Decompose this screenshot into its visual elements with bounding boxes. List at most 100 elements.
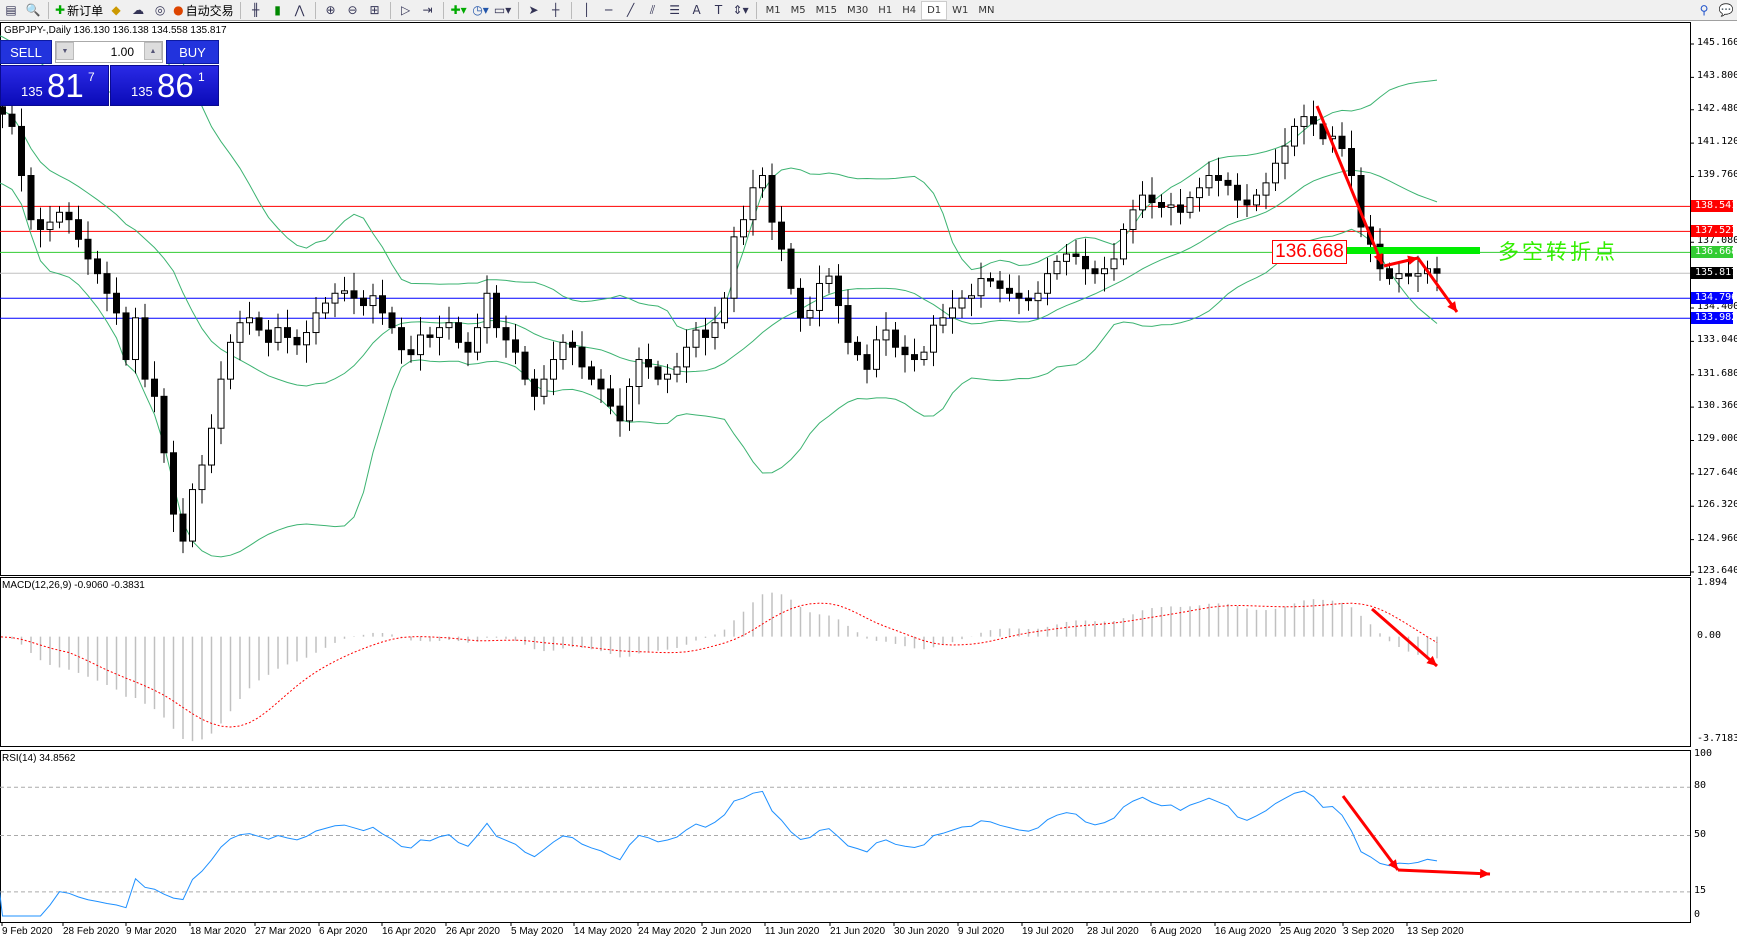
candle-body [170, 452, 177, 515]
candle-body [1224, 179, 1232, 186]
fibonacci-icon[interactable]: ☰ [669, 3, 680, 17]
candle-body [27, 175, 35, 221]
timeframe-h1[interactable]: H1 [878, 4, 893, 16]
buy-button[interactable]: BUY [166, 40, 219, 64]
lot-decrease-icon[interactable]: ▼ [56, 42, 74, 60]
bar-chart-icon[interactable]: ╫ [251, 3, 260, 17]
candle-body [987, 278, 994, 282]
candle-body [1253, 194, 1260, 206]
text-label-icon[interactable]: T [714, 3, 723, 17]
candle-body [208, 427, 215, 466]
signals-icon[interactable]: ◎ [154, 3, 166, 17]
candle-body [1148, 194, 1156, 203]
candle-body [179, 513, 187, 542]
zoom-in-icon[interactable]: ⊕ [325, 3, 336, 17]
timeframe-h4[interactable]: H4 [902, 4, 917, 16]
zoom-out-icon[interactable]: ⊖ [347, 3, 358, 17]
buy-price-main: 86 [157, 67, 194, 104]
candle-body [702, 329, 709, 338]
candle-body [873, 339, 880, 370]
candle-body [303, 332, 310, 346]
candle-body [0, 106, 6, 115]
periods-icon[interactable]: ◷▾ [472, 3, 489, 17]
new-order-button[interactable]: ✚ 新订单 [55, 3, 104, 18]
price-tick-label: 142.480 [1697, 102, 1737, 114]
candle-body [949, 307, 956, 319]
tile-windows-icon[interactable]: ⊞ [369, 3, 380, 17]
rsi-trend-arrow-down [1341, 795, 1400, 871]
text-icon[interactable]: A [692, 3, 701, 17]
buy-price-button[interactable]: 135 86 1 [110, 65, 219, 106]
plus-icon: ✚ [55, 3, 66, 17]
arrows-icon[interactable]: ⇕▾ [732, 3, 749, 17]
candle-body [1025, 297, 1032, 302]
rsi-line [0, 790, 1438, 917]
new-chart-icon[interactable]: ▤ [5, 3, 17, 17]
candle-body [797, 287, 804, 319]
candle-body [407, 349, 415, 356]
candle-body [569, 341, 576, 348]
chat-icon[interactable]: 💬 [1718, 3, 1734, 17]
templates-icon[interactable]: ▭▾ [493, 3, 512, 17]
candle-body [274, 327, 282, 343]
metaeditor-icon[interactable]: ◆ [111, 3, 121, 17]
candle-body [806, 309, 814, 319]
candle-body [673, 366, 681, 375]
timeframe-m1[interactable]: M1 [765, 4, 781, 16]
sell-price-button[interactable]: 135 81 7 [0, 65, 109, 106]
rsi-tick-label: 0 [1694, 909, 1701, 920]
price-line-tag: 133.982 [1691, 312, 1737, 325]
candle-body [854, 341, 861, 356]
cursor-icon[interactable]: ➤ [528, 3, 539, 17]
separator [314, 1, 316, 19]
timeframe-mn[interactable]: MN [978, 4, 995, 16]
price-tick-label: 123.640 [1697, 565, 1737, 576]
rsi-trend-arrow-down-head [1388, 859, 1398, 870]
candle-body [1196, 187, 1203, 199]
auto-trading-button[interactable]: ● 自动交易 [173, 3, 234, 18]
candle-body [1006, 287, 1013, 294]
candle-body [312, 312, 320, 334]
horizontal-line-icon[interactable]: ─ [604, 3, 613, 17]
timeframe-d1[interactable]: D1 [921, 0, 948, 20]
indicators-icon[interactable]: ✚▾ [450, 3, 467, 17]
one-click-trading-panel: SELL 1.00 ▼ ▲ BUY 135 81 7 135 86 1 [0, 40, 219, 106]
line-chart-icon[interactable]: ⋀ [294, 3, 305, 17]
candle-body [388, 312, 396, 329]
candle-body [1082, 255, 1089, 270]
lot-size-input[interactable]: 1.00 [55, 41, 163, 63]
rsi-tick-label: 100 [1694, 748, 1713, 759]
candle-body [46, 221, 54, 230]
candle-body [578, 346, 586, 368]
autoscroll-icon[interactable]: ▷ [400, 3, 411, 17]
chart-shift-icon[interactable]: ⇥ [422, 3, 433, 17]
lot-increase-icon[interactable]: ▲ [144, 42, 162, 60]
candle-body [350, 290, 358, 299]
timeframe-m5[interactable]: M5 [790, 4, 806, 16]
zoom-tool-icon[interactable]: 🔍 [25, 3, 41, 17]
toolbar: ▤ 🔍 ✚ 新订单 ◆ ☁ ◎ ● 自动交易 ╫ ▮ ⋀ ⊕ ⊖ ⊞ ▷ ⇥ ✚▾ … [0, 0, 1737, 21]
trendline-icon[interactable]: ╱ [626, 3, 635, 17]
timeframe-m30[interactable]: M30 [846, 4, 869, 16]
price-tick-label: 134.400 [1697, 301, 1737, 312]
crosshair-icon[interactable]: ┼ [551, 3, 560, 17]
vertical-line-icon[interactable]: │ [582, 3, 591, 17]
candle-body [882, 329, 890, 341]
candle-body [8, 113, 16, 127]
candlestick-icon[interactable]: ▮ [274, 3, 281, 17]
date-tick-label: 2 Jun 2020 [702, 926, 752, 937]
candle-body [255, 317, 263, 331]
candle-body [778, 221, 785, 250]
sell-button[interactable]: SELL [0, 40, 52, 64]
search-icon[interactable]: ⚲ [1699, 3, 1709, 17]
candle-body [863, 354, 871, 370]
channel-icon[interactable]: ⫽ [649, 2, 656, 17]
experts-icon[interactable]: ☁ [132, 3, 145, 17]
candle-body [483, 292, 491, 329]
timeframe-m15[interactable]: M15 [815, 4, 837, 16]
candle-body [559, 341, 567, 361]
sell-price-pip: 7 [88, 70, 95, 84]
macd-label: MACD(12,26,9) -0.9060 -0.3831 [2, 580, 145, 591]
timeframe-w1[interactable]: W1 [952, 4, 969, 16]
